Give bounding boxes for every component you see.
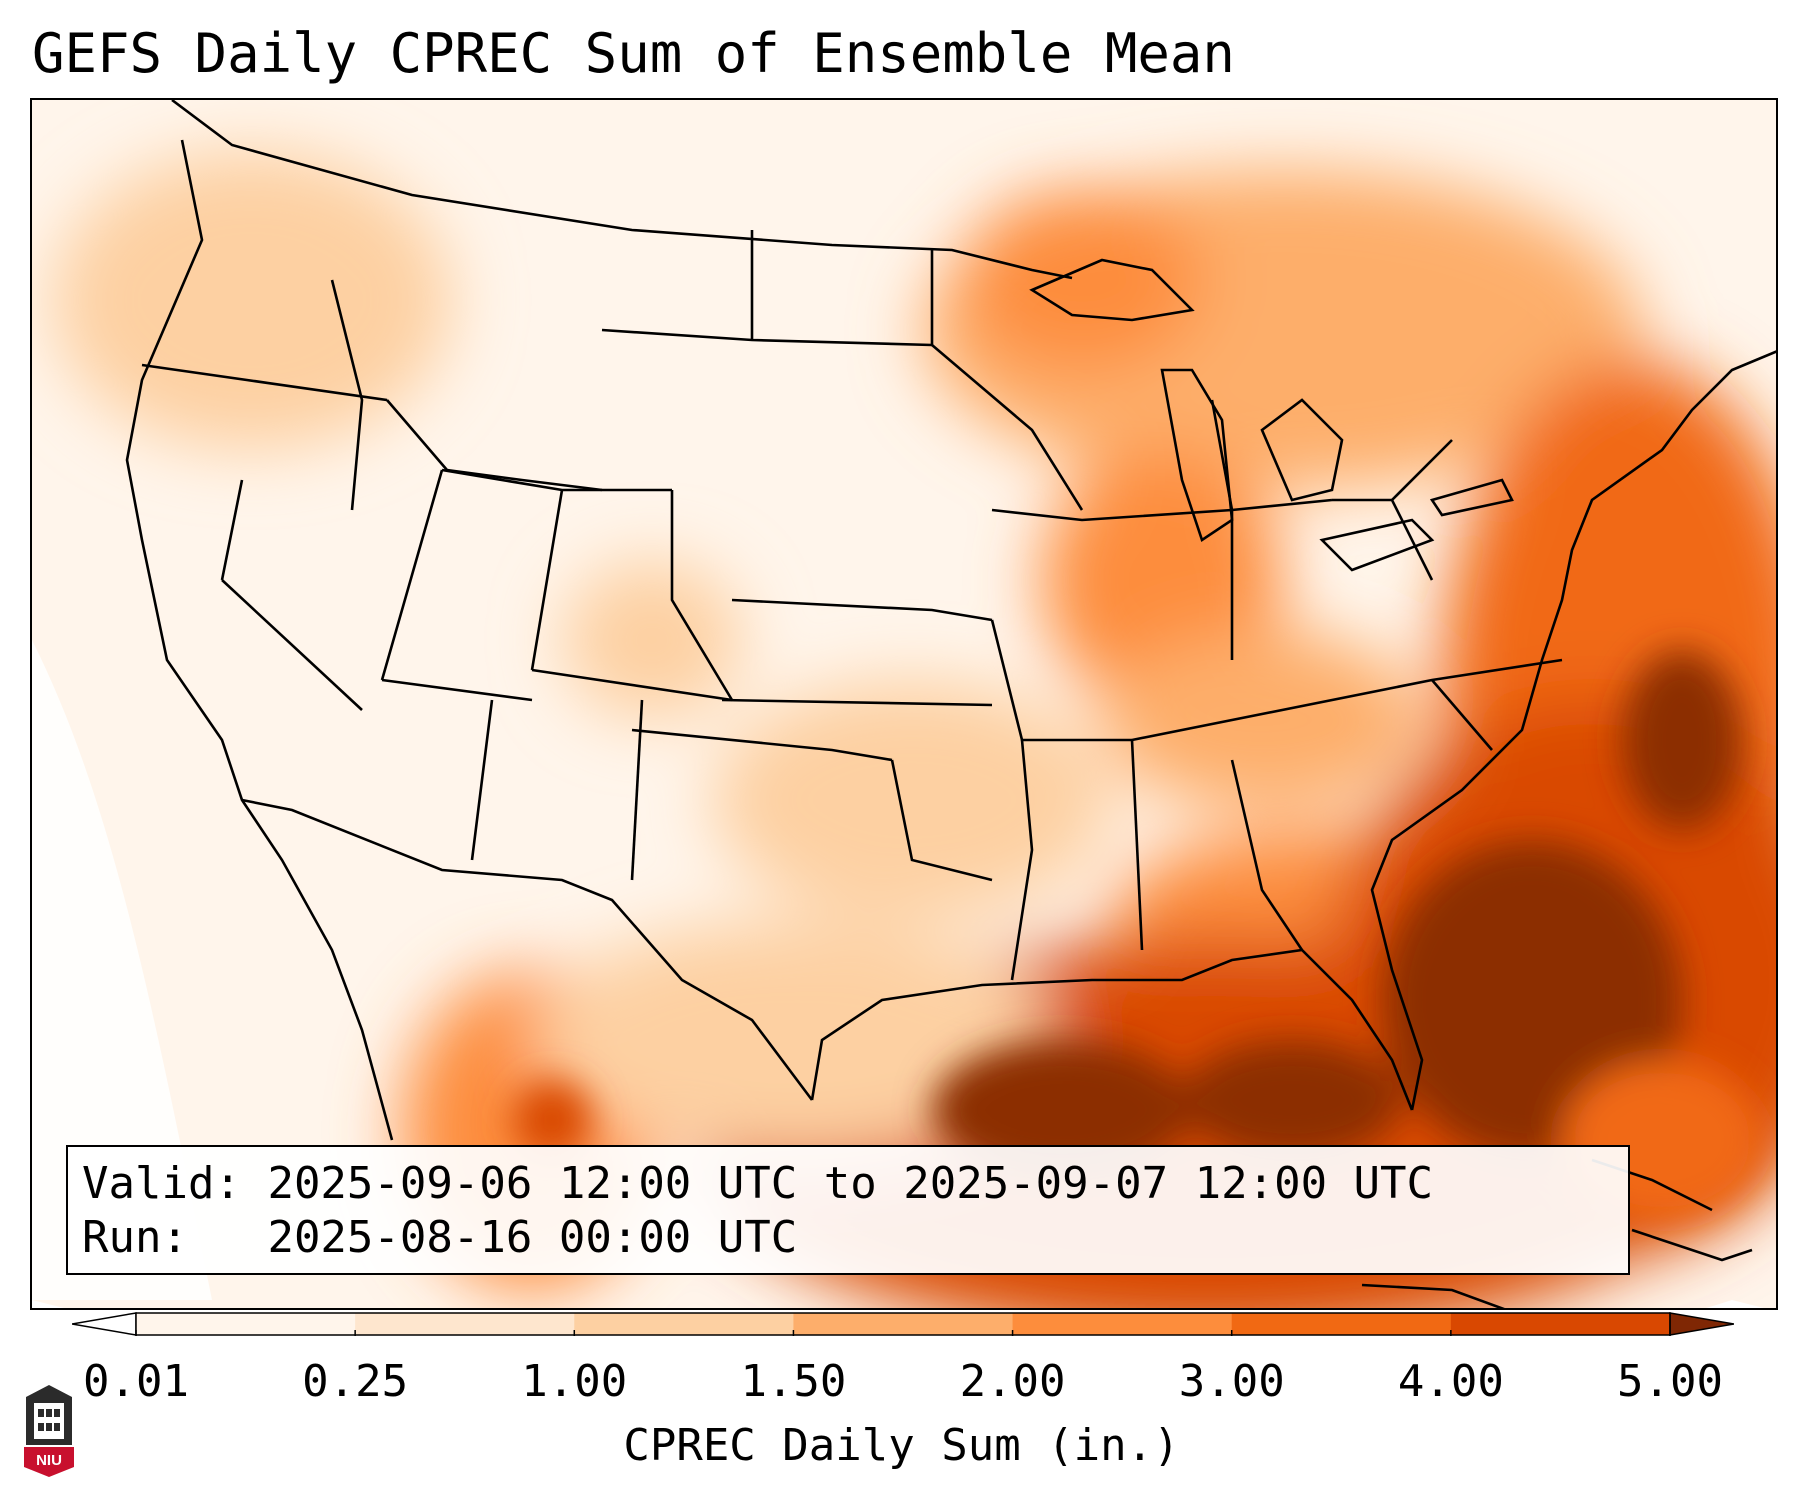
colorbar-tick-label: 1.50 — [740, 1356, 847, 1407]
run-info-box: Valid: 2025-09-06 12:00 UTC to 2025-09-0… — [66, 1145, 1630, 1275]
valid-label: Valid: — [82, 1158, 241, 1209]
colorbar-segment — [1231, 1313, 1452, 1335]
niu-logo-text: NIU — [36, 1452, 62, 1469]
colorbar-outline — [135, 1312, 1671, 1336]
niu-logo: NIU — [24, 1385, 74, 1477]
colorbar-tick-label: 0.01 — [83, 1356, 189, 1407]
precip-field — [32, 100, 1776, 1308]
colorbar-tick-label: 3.00 — [1178, 1356, 1285, 1407]
colorbar-segment — [136, 1313, 356, 1335]
colorbar-segment — [793, 1313, 1014, 1335]
map-title: GEFS Daily CPREC Sum of Ensemble Mean — [32, 22, 1235, 85]
colorbar — [72, 1312, 1734, 1336]
precip-map-canvas — [32, 100, 1776, 1308]
colorbar-segment — [355, 1313, 575, 1335]
colorbar-label: CPREC Daily Sum (in.) — [623, 1420, 1180, 1471]
colorbar-segment — [1450, 1313, 1671, 1335]
run-label: Run: — [82, 1212, 188, 1263]
colorbar-under-triangle — [72, 1312, 137, 1336]
run-time: 2025-08-16 00:00 UTC — [267, 1212, 798, 1263]
colorbar-segment — [574, 1313, 794, 1335]
valid-time: 2025-09-06 12:00 UTC to 2025-09-07 12:00… — [267, 1158, 1434, 1209]
valid-time-line: Valid: 2025-09-06 12:00 UTC to 2025-09-0… — [82, 1157, 1614, 1211]
map-boundaries — [125, 100, 1776, 1141]
colorbar-segment — [1012, 1313, 1233, 1335]
precip-map — [30, 98, 1778, 1310]
colorbar-tick-label: 2.00 — [959, 1356, 1066, 1407]
run-time-line: Run: 2025-08-16 00:00 UTC — [82, 1211, 1614, 1265]
colorbar-tick-label: 0.25 — [302, 1356, 409, 1407]
colorbar-tick-label: 5.00 — [1617, 1356, 1723, 1407]
colorbar-over-triangle — [1669, 1312, 1734, 1336]
colorbar-tick-label: 4.00 — [1397, 1356, 1504, 1407]
great-lakes — [1029, 258, 1514, 572]
colorbar-tick-label: 1.00 — [521, 1356, 628, 1407]
